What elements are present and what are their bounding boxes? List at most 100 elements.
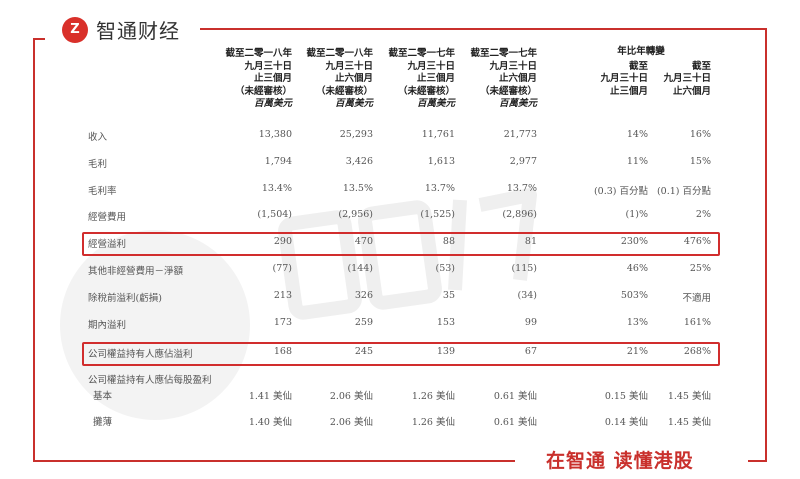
row-label: 其他非經營費用－淨額 <box>88 266 184 277</box>
cell-value: 21% <box>626 346 648 357</box>
frame-right <box>765 28 767 462</box>
cell-value: 13.7% <box>424 183 455 194</box>
frame-top <box>200 28 767 30</box>
cell-value: 1.26 美仙 <box>411 417 455 428</box>
row-label: 公司權益持有人應佔每股盈利 <box>88 375 212 386</box>
row-label: 公司權益持有人應佔溢利 <box>88 349 193 360</box>
cell-value: 173 <box>273 317 292 328</box>
cell-value: 503% <box>620 290 648 301</box>
cell-value: 139 <box>436 346 455 357</box>
brand-logo: Z 智通财经 <box>62 15 180 44</box>
cell-value: 16% <box>689 129 711 140</box>
cell-value: 0.61 美仙 <box>493 391 537 402</box>
cell-value: 2.06 美仙 <box>329 391 373 402</box>
watermark-logo <box>60 188 537 420</box>
cell-value: 1,613 <box>427 156 455 167</box>
cell-value: 1.45 美仙 <box>667 417 711 428</box>
cell-value: 35 <box>442 290 455 301</box>
row-label: 期內溢利 <box>88 320 127 331</box>
cell-value: 1.45 美仙 <box>667 391 711 402</box>
cell-value: 1.26 美仙 <box>411 391 455 402</box>
cell-value: 2.06 美仙 <box>329 417 373 428</box>
frame-left <box>33 38 35 462</box>
cell-value: (2,896) <box>502 209 537 220</box>
cell-value: 268% <box>683 346 711 357</box>
cell-value: 11,761 <box>421 129 455 140</box>
frame-top-left <box>33 38 45 40</box>
table-row: 期內溢利 173 259 153 99 13% 161% <box>0 314 800 334</box>
cell-value: 2% <box>695 209 711 220</box>
highlight-operating-profit <box>82 232 720 256</box>
cell-value: (34) <box>517 290 537 301</box>
brand-name: 智通财经 <box>96 19 180 43</box>
table-row: 毛利率 13.4% 13.5% 13.7% 13.7% (0.3) 百分點 (0.1) 百分… <box>0 180 800 200</box>
table-row: 毛利 1,794 3,426 1,613 2,977 11% 15% <box>0 153 800 173</box>
cell-value: 3,426 <box>345 156 373 167</box>
column-header: 截至二零一七年 九月三十日 止六個月 （未經審核） 百萬美元 <box>470 48 537 109</box>
logo-icon: Z <box>62 16 88 43</box>
cell-value: 15% <box>689 156 711 167</box>
row-label: 收入 <box>88 132 108 143</box>
cell-value: 290 <box>273 236 292 247</box>
cell-value: 0.14 美仙 <box>604 417 648 428</box>
cell-value: (0.3) 百分點 <box>593 186 648 197</box>
cell-value: 259 <box>354 317 373 328</box>
cell-value: (1,525) <box>420 209 455 220</box>
frame-bottom-left <box>33 460 515 462</box>
cell-value: 25,293 <box>339 129 373 140</box>
cell-value: (0.1) 百分點 <box>656 186 711 197</box>
table-row: 收入 13,380 25,293 11,761 21,773 14% 16% <box>0 126 800 146</box>
cell-value: (115) <box>511 263 537 274</box>
cell-value: 161% <box>683 317 711 328</box>
highlight-attributable-profit <box>82 342 720 366</box>
cell-value: 0.61 美仙 <box>493 417 537 428</box>
cell-value: 13% <box>626 317 648 328</box>
cell-value: 46% <box>626 263 648 274</box>
row-label: 攤薄 <box>93 417 113 428</box>
row-label: 除稅前溢利(虧損) <box>88 293 162 304</box>
cell-value: 67 <box>524 346 537 357</box>
cell-value: 21,773 <box>503 129 537 140</box>
row-label: 經營溢利 <box>88 239 127 250</box>
cell-value: 476% <box>683 236 711 247</box>
cell-value: 11% <box>626 156 648 167</box>
row-label: 基本 <box>93 391 113 402</box>
table-row: 基本 1.41 美仙 2.06 美仙 1.26 美仙 0.61 美仙 0.15 美仙 1.4… <box>0 385 800 405</box>
cell-value: 153 <box>436 317 455 328</box>
cell-value: 470 <box>354 236 373 247</box>
table-row: 攤薄 1.40 美仙 2.06 美仙 1.26 美仙 0.61 美仙 0.14 美仙 1.4… <box>0 411 800 431</box>
column-header: 截至二零一八年 九月三十日 止三個月 （未經審核） 百萬美元 <box>225 48 292 109</box>
column-header: 截至二零一八年 九月三十日 止六個月 （未經審核） 百萬美元 <box>306 48 373 109</box>
cell-value: (2,956) <box>338 209 373 220</box>
cell-value: 不適用 <box>682 293 711 304</box>
column-header: 截至二零一七年 九月三十日 止三個月 （未經審核） 百萬美元 <box>388 48 455 109</box>
cell-value: (53) <box>435 263 455 274</box>
cell-value: (1)% <box>625 209 648 220</box>
cell-value: 230% <box>620 236 648 247</box>
cell-value: 13,380 <box>258 129 292 140</box>
cell-value: 88 <box>442 236 455 247</box>
cell-value: (77) <box>272 263 292 274</box>
cell-value: 13.7% <box>506 183 537 194</box>
cell-value: 13.5% <box>342 183 373 194</box>
table-row: 經營溢利 290 470 88 81 230% 476% <box>0 233 800 253</box>
cell-value: 2,977 <box>509 156 537 167</box>
table-row: 除稅前溢利(虧損) 213 326 35 (34) 503% 不適用 <box>0 287 800 307</box>
cell-value: 81 <box>524 236 537 247</box>
yoy-column-header: 截至 九月三十日 止六個月 <box>663 60 711 97</box>
cell-value: 0.15 美仙 <box>604 391 648 402</box>
table-row: 公司權益持有人應佔溢利 168 245 139 67 21% 268% <box>0 343 800 363</box>
row-label: 毛利率 <box>88 186 117 197</box>
table-row: 經營費用 (1,504) (2,956) (1,525) (2,896) (1)% 2% <box>0 206 800 226</box>
row-label: 毛利 <box>88 159 108 170</box>
cell-value: 1.40 美仙 <box>248 417 292 428</box>
row-label: 經營費用 <box>88 212 127 223</box>
table-row: 其他非經營費用－淨額 (77) (144) (53) (115) 46% 25% <box>0 260 800 280</box>
cell-value: 1.41 美仙 <box>248 391 292 402</box>
cell-value: 213 <box>273 290 292 301</box>
slogan: 在智通 读懂港股 <box>546 450 694 472</box>
yoy-header: 年比年轉變 <box>617 46 665 57</box>
cell-value: 25% <box>689 263 711 274</box>
cell-value: 1,794 <box>264 156 292 167</box>
cell-value: 99 <box>524 317 537 328</box>
